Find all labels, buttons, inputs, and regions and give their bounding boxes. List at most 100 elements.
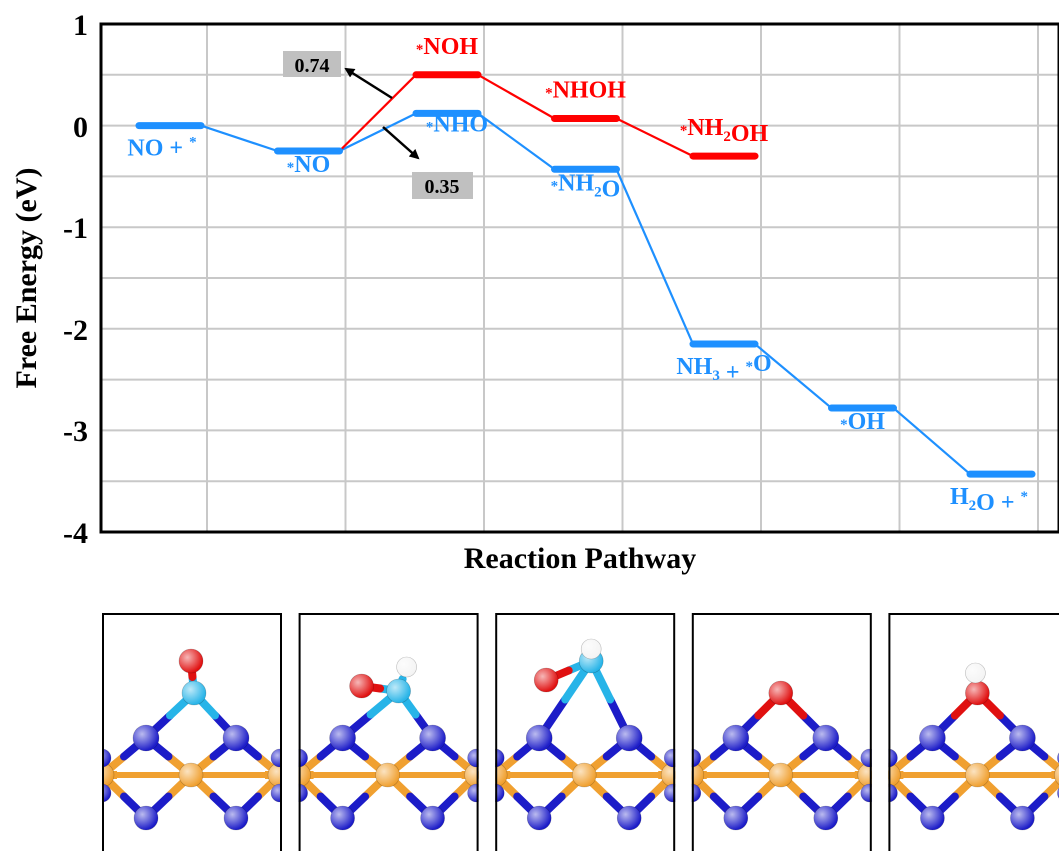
x-axis-title: Reaction Pathway	[464, 542, 696, 575]
connector-line	[477, 73, 556, 120]
atom	[223, 805, 249, 831]
connector-line	[338, 74, 417, 152]
atom	[102, 762, 115, 788]
atom	[132, 724, 160, 752]
y-tick-label: 0	[73, 111, 88, 144]
annotation-label: 0.35	[425, 176, 460, 198]
atom	[691, 762, 705, 788]
atom	[102, 783, 112, 803]
y-axis-ticks: 1 0 -1 -2 -3 -4	[63, 9, 88, 550]
structure-frame	[888, 613, 1059, 851]
atom	[181, 680, 207, 706]
atom	[768, 762, 794, 788]
atom	[615, 724, 643, 752]
step-label: *NO	[287, 152, 331, 178]
y-tick-label: -4	[63, 517, 88, 550]
step-label: NH3 + *O	[676, 351, 771, 386]
annotation-arrow	[382, 126, 420, 160]
step-label: H2O + *	[950, 484, 1028, 516]
connector-line	[615, 168, 695, 345]
atom	[420, 805, 445, 831]
atom	[533, 667, 559, 693]
structure-panel	[495, 613, 676, 851]
atom	[178, 648, 204, 674]
atom	[495, 783, 505, 803]
atom	[386, 678, 411, 704]
chart-grid	[101, 24, 1059, 532]
atom	[329, 724, 356, 752]
structure-frame	[102, 613, 282, 851]
atom	[222, 724, 250, 752]
atom	[888, 748, 898, 768]
bond	[1040, 752, 1059, 775]
bond	[1040, 776, 1059, 801]
atom	[965, 680, 990, 706]
connector-line	[754, 343, 833, 409]
y-tick-label: 1	[73, 9, 88, 42]
atom	[722, 724, 750, 752]
step-label: NO + *	[127, 135, 196, 162]
atom	[526, 805, 552, 831]
atom	[580, 638, 602, 660]
atom	[571, 762, 597, 788]
atom	[495, 748, 505, 768]
atom	[133, 805, 159, 831]
step-label: *NH2O	[551, 170, 621, 202]
structure-panel	[888, 613, 1059, 851]
step-label: *NH2OH	[680, 115, 769, 147]
connector-line	[477, 112, 556, 171]
structure-frame	[495, 613, 676, 851]
annotation-box	[283, 51, 341, 77]
atom	[812, 724, 840, 752]
atom	[375, 762, 400, 788]
atom	[965, 762, 990, 788]
y-tick-label: -1	[63, 212, 88, 245]
step-label: *NOH	[416, 34, 479, 60]
y-tick-label: -2	[63, 314, 88, 347]
atom	[965, 662, 986, 684]
atom	[616, 805, 642, 831]
annotation-box	[412, 172, 473, 199]
atom	[525, 724, 553, 752]
atom	[813, 805, 839, 831]
atom	[495, 762, 508, 788]
step-label: *NHO	[426, 111, 488, 137]
atom	[691, 748, 702, 768]
atom	[919, 724, 946, 752]
atom	[1054, 765, 1059, 785]
connector-line	[616, 117, 694, 158]
atom	[1010, 805, 1035, 831]
atom	[298, 762, 311, 788]
step-label: *NHOH	[545, 77, 626, 103]
atom	[419, 724, 446, 752]
connector-line	[339, 112, 417, 152]
series-layer	[135, 71, 1036, 478]
structure-panel	[691, 613, 872, 851]
adsorbate-structures	[102, 613, 1059, 851]
connector-line	[892, 407, 971, 475]
step-label: *OH	[840, 409, 885, 435]
atom	[396, 656, 417, 678]
atom	[102, 748, 112, 768]
structure-panel	[102, 613, 282, 851]
atom	[1009, 724, 1036, 752]
structure-panel	[298, 613, 479, 851]
atom	[768, 680, 794, 706]
structure-frame	[691, 613, 872, 851]
atom	[298, 748, 308, 768]
annotation-arrow	[344, 67, 393, 100]
plot-frame	[99, 22, 1059, 534]
connector-line	[200, 124, 278, 153]
atom	[178, 762, 204, 788]
structure-frame	[298, 613, 479, 851]
atom	[888, 783, 898, 803]
annotation-label: 0.74	[295, 55, 330, 77]
atom	[888, 762, 901, 788]
barrier-annotation-nohpath: 0.74	[283, 51, 393, 100]
step-labels: NO + * *NO *NHO *NH2O NH3 + *O *OH H2O + * *NOH…	[127, 34, 1028, 516]
atom	[920, 805, 945, 831]
atom	[330, 805, 355, 831]
y-axis-title: Free Energy (eV)	[10, 167, 43, 388]
atom	[723, 805, 749, 831]
